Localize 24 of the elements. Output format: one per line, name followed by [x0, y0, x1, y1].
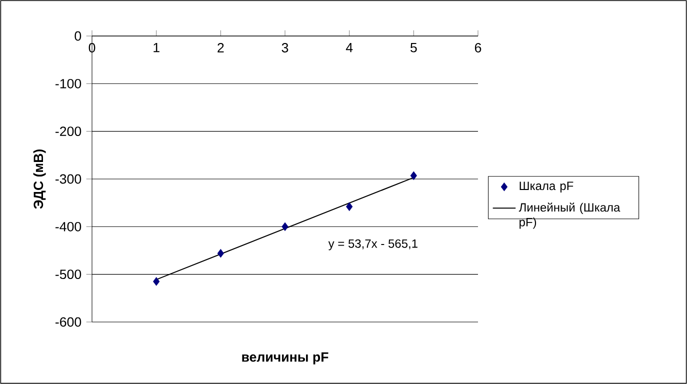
y-tick-label: -200	[56, 126, 82, 136]
y-axis-title: ЭДС (мВ)	[33, 149, 46, 209]
y-tick-label: -600	[56, 317, 82, 327]
x-tick-label: 1	[154, 43, 160, 52]
legend-label: Шкала pF	[520, 182, 574, 192]
y-tick-label: 0	[74, 31, 82, 41]
point	[410, 171, 417, 180]
y-tick-label: -100	[56, 78, 82, 88]
x-tick-label: 0	[88, 43, 96, 52]
x-axis-title: величины pF	[242, 352, 328, 364]
x-tick-label: 2	[218, 43, 224, 52]
annotation: y = 53,7x - 565,1	[328, 239, 418, 250]
x-tick-label: 5	[410, 43, 417, 52]
x-tick-label: 4	[346, 43, 353, 52]
point	[346, 202, 353, 211]
y-tick-label: -300	[56, 174, 82, 184]
point	[217, 249, 224, 258]
point	[153, 277, 160, 286]
y-tick-label: -400	[56, 222, 82, 232]
x-tick-label: 6	[474, 43, 482, 52]
legend-label: Линейный (Шкала pF)	[518, 202, 620, 229]
point	[282, 222, 288, 231]
y-tick-label: -500	[56, 270, 82, 280]
x-tick-label: 3	[282, 43, 288, 52]
